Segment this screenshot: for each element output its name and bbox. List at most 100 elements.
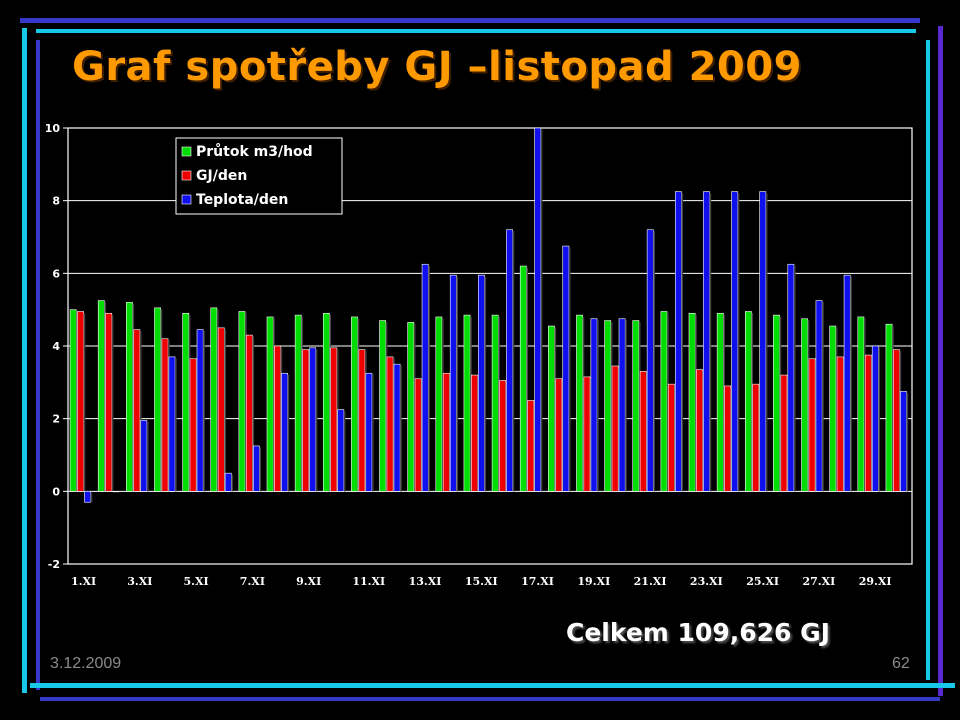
bar-0-18 xyxy=(576,314,585,492)
y-tick-label: -2 xyxy=(48,558,60,571)
bar-2-25 xyxy=(787,263,796,492)
y-tick-label: 8 xyxy=(52,195,60,208)
bar-0-24 xyxy=(744,311,754,492)
bar-0-21 xyxy=(660,311,669,492)
bar-1-29 xyxy=(893,349,902,492)
bar-2-23 xyxy=(731,191,740,492)
bar-1-8 xyxy=(302,349,311,492)
bar-0-6 xyxy=(238,311,247,492)
bar-1-28 xyxy=(864,354,873,492)
bar-2-3 xyxy=(168,356,177,492)
bar-2-9 xyxy=(337,409,346,492)
x-tick-label: 21.XI xyxy=(634,575,667,588)
bar-1-27 xyxy=(836,356,845,492)
bar-2-10 xyxy=(365,372,374,492)
bar-1-14 xyxy=(471,374,480,492)
x-tick-label: 3.XI xyxy=(127,575,152,588)
bar-0-13 xyxy=(435,316,444,492)
frame-top-bar xyxy=(20,18,920,23)
bar-2-16 xyxy=(534,127,543,492)
bar-2-15 xyxy=(506,229,515,492)
bar-2-2 xyxy=(140,420,149,492)
legend-swatch xyxy=(181,146,192,157)
legend-swatch xyxy=(181,170,192,181)
x-tick-label: 15.XI xyxy=(465,575,498,588)
bar-1-1 xyxy=(105,312,114,492)
bar-1-21 xyxy=(667,383,677,492)
frame-left-accent xyxy=(36,40,40,690)
x-tick-label: 17.XI xyxy=(521,575,554,588)
total-consumption-label: Celkem 109,626 GJ xyxy=(566,618,830,647)
bar-0-19 xyxy=(604,320,613,492)
bar-0-12 xyxy=(407,322,416,492)
bar-1-7 xyxy=(274,345,283,492)
bar-2-5 xyxy=(224,472,233,492)
legend-label: Průtok m3/hod xyxy=(196,143,313,160)
bar-1-9 xyxy=(330,347,339,492)
bar-1-22 xyxy=(696,369,705,492)
y-tick-label: 0 xyxy=(52,485,60,498)
x-tick-label: 13.XI xyxy=(409,575,442,588)
bar-1-10 xyxy=(358,349,367,492)
bar-1-4 xyxy=(189,358,198,492)
chart-legend: Průtok m3/hod GJ/den Teplota/den xyxy=(175,137,343,215)
bar-1-13 xyxy=(442,372,451,492)
bar-2-27 xyxy=(843,274,852,492)
x-tick-label: 27.XI xyxy=(802,575,835,588)
bar-1-5 xyxy=(217,327,226,492)
bar-1-0 xyxy=(77,311,86,492)
bar-1-25 xyxy=(780,374,789,492)
bar-1-17 xyxy=(555,378,564,492)
x-tick-label: 23.XI xyxy=(690,575,723,588)
legend-label: GJ/den xyxy=(196,168,247,184)
x-tick-label: 25.XI xyxy=(746,575,779,588)
bar-0-23 xyxy=(716,312,725,492)
bar-2-19 xyxy=(618,318,627,492)
frame-right-bar xyxy=(938,26,943,696)
bar-0-1 xyxy=(97,300,106,492)
frame-bottom-accent xyxy=(40,697,940,701)
bar-1-11 xyxy=(386,356,395,492)
x-tick-label: 7.XI xyxy=(240,575,265,588)
bar-0-16 xyxy=(519,265,528,492)
bar-2-4 xyxy=(196,329,205,492)
bar-0-9 xyxy=(322,312,332,492)
bar-2-17 xyxy=(562,245,571,492)
bar-0-28 xyxy=(857,316,866,492)
bar-0-22 xyxy=(688,312,697,492)
bar-1-2 xyxy=(133,329,142,492)
y-tick-label: 2 xyxy=(52,413,60,426)
bar-0-15 xyxy=(491,314,500,492)
bar-2-7 xyxy=(281,372,290,492)
bar-1-23 xyxy=(724,385,733,492)
bar-0-29 xyxy=(885,323,894,492)
bar-0-14 xyxy=(463,314,472,492)
slide-title: Graf spotřeby GJ –listopad 2009 xyxy=(72,44,802,90)
bar-0-5 xyxy=(210,307,219,492)
x-tick-label: 5.XI xyxy=(184,575,209,588)
x-tick-label: 29.XI xyxy=(859,575,892,588)
x-tick-label: 1.XI xyxy=(71,575,96,588)
bar-0-26 xyxy=(801,318,810,492)
bar-1-15 xyxy=(499,380,508,492)
bar-2-13 xyxy=(449,274,458,492)
bar-1-6 xyxy=(245,334,255,492)
legend-label: Teplota/den xyxy=(196,192,288,208)
frame-right-accent xyxy=(926,40,930,680)
bar-0-8 xyxy=(294,314,303,492)
bar-1-12 xyxy=(414,378,423,492)
slide-date: 3.12.2009 xyxy=(50,655,122,672)
bar-1-24 xyxy=(752,383,761,492)
bar-2-8 xyxy=(309,347,318,492)
bar-0-4 xyxy=(182,312,191,492)
y-tick-label: 6 xyxy=(52,267,60,280)
y-tick-label: 10 xyxy=(45,122,61,135)
bar-0-20 xyxy=(632,320,641,492)
bar-0-25 xyxy=(773,314,782,492)
bar-2-18 xyxy=(590,318,599,492)
bar-2-20 xyxy=(646,229,655,492)
bar-0-0 xyxy=(69,309,78,492)
bar-1-18 xyxy=(583,376,592,492)
bar-2-24 xyxy=(759,191,768,492)
